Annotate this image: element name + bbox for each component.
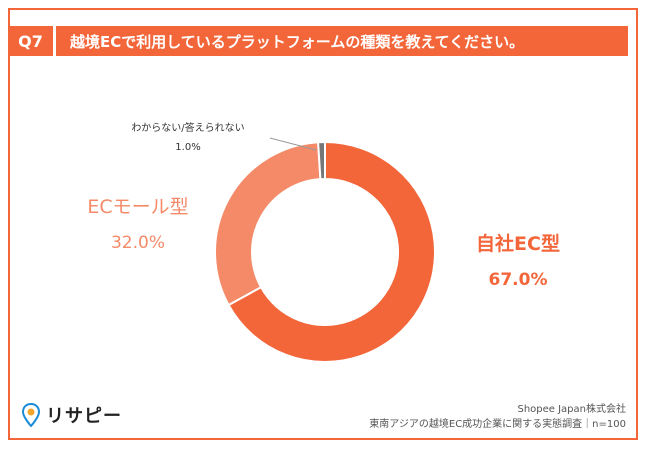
category-label-1: 自社EC型: [476, 232, 560, 255]
source-note: Shopee Japan株式会社 東南アジアの越境EC成功企業に関する実態調査｜…: [369, 402, 626, 432]
brand-logo: リサピー: [22, 402, 122, 428]
value-label-3: 1.0%: [175, 142, 200, 153]
value-label-2: 32.0%: [111, 233, 165, 253]
source-company: Shopee Japan株式会社: [517, 404, 626, 415]
question-number-badge: Q7: [8, 26, 53, 56]
question-title: 越境ECで利用しているプラットフォームの種類を教えてください。: [56, 26, 628, 56]
source-survey: 東南アジアの越境EC成功企業に関する実態調査｜n=100: [369, 419, 626, 430]
donut-slices: [214, 140, 436, 363]
category-label-3: わからない/答えられない: [131, 121, 244, 134]
donut-labels: 自社EC型 67.0% ECモール型 32.0% わからない/答えられない 1.0%: [87, 121, 560, 290]
donut-slice-1: [227, 140, 436, 363]
donut-slice-3: [317, 140, 326, 181]
value-label-1: 67.0%: [489, 270, 548, 290]
pin-icon: [22, 403, 40, 427]
chart-frame: [8, 8, 638, 440]
brand-logo-text: リサピー: [46, 406, 122, 427]
leader-line: [269, 137, 317, 151]
category-label-2: ECモール型: [87, 196, 188, 218]
donut-slice-2: [214, 141, 322, 307]
